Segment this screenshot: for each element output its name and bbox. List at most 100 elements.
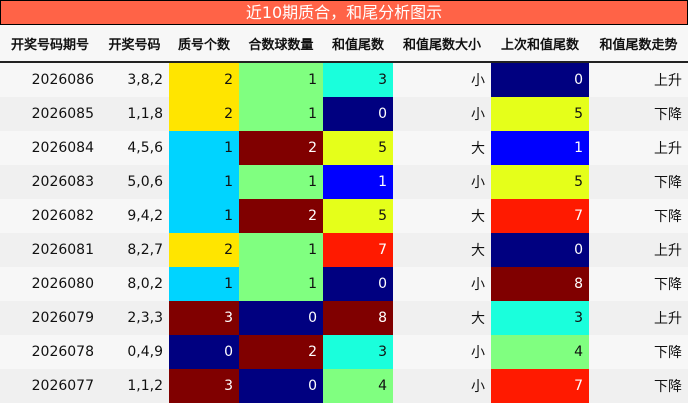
table-row: 2026085 1,1,8 2 1 0 小 5 下降 <box>0 97 688 131</box>
period-cell: 2026077 <box>0 369 100 403</box>
sum-tail-cell: 1 <box>323 165 393 199</box>
trend-cell: 上升 <box>589 131 688 165</box>
sum-tail-cell: 8 <box>323 301 393 335</box>
tail-size-cell: 小 <box>393 165 491 199</box>
prev-tail-cell: 0 <box>491 233 589 267</box>
period-cell: 2026083 <box>0 165 100 199</box>
sum-tail-cell: 5 <box>323 199 393 233</box>
tail-size-cell: 小 <box>393 335 491 369</box>
tail-size-cell: 大 <box>393 301 491 335</box>
composite-count-cell: 0 <box>239 369 323 403</box>
composite-count-cell: 2 <box>239 131 323 165</box>
tail-size-cell: 大 <box>393 131 491 165</box>
sum-tail-cell: 5 <box>323 131 393 165</box>
prev-tail-cell: 1 <box>491 131 589 165</box>
composite-count-cell: 1 <box>239 62 323 97</box>
period-cell: 2026085 <box>0 97 100 131</box>
tail-size-cell: 小 <box>393 97 491 131</box>
tail-size-cell: 小 <box>393 267 491 301</box>
header-numbers: 开奖号码 <box>100 25 169 63</box>
composite-count-cell: 2 <box>239 335 323 369</box>
composite-count-cell: 2 <box>239 199 323 233</box>
header-prime: 质号个数 <box>169 25 239 63</box>
composite-count-cell: 1 <box>239 233 323 267</box>
prime-count-cell: 1 <box>169 199 239 233</box>
numbers-cell: 1,1,8 <box>100 97 169 131</box>
numbers-cell: 8,0,2 <box>100 267 169 301</box>
chart-title: 近10期质合，和尾分析图示 <box>0 0 688 25</box>
header-trend: 和值尾数走势 <box>589 25 688 63</box>
trend-cell: 下降 <box>589 199 688 233</box>
prime-count-cell: 1 <box>169 165 239 199</box>
prime-count-cell: 1 <box>169 267 239 301</box>
table-row: 2026084 4,5,6 1 2 5 大 1 上升 <box>0 131 688 165</box>
table-row: 2026082 9,4,2 1 2 5 大 7 下降 <box>0 199 688 233</box>
sum-tail-cell: 7 <box>323 233 393 267</box>
header-composite: 合数球数量 <box>239 25 323 63</box>
sum-tail-cell: 4 <box>323 369 393 403</box>
table-row: 2026077 1,1,2 3 0 4 小 7 下降 <box>0 369 688 403</box>
prev-tail-cell: 4 <box>491 335 589 369</box>
table-row: 2026081 8,2,7 2 1 7 大 0 上升 <box>0 233 688 267</box>
composite-count-cell: 0 <box>239 301 323 335</box>
period-cell: 2026078 <box>0 335 100 369</box>
numbers-cell: 0,4,9 <box>100 335 169 369</box>
period-cell: 2026079 <box>0 301 100 335</box>
prime-count-cell: 3 <box>169 301 239 335</box>
header-tail: 和值尾数 <box>323 25 393 63</box>
period-cell: 2026080 <box>0 267 100 301</box>
composite-count-cell: 1 <box>239 97 323 131</box>
analysis-table: 开奖号码期号 开奖号码 质号个数 合数球数量 和值尾数 和值尾数大小 上次和值尾… <box>0 25 688 403</box>
numbers-cell: 2,3,3 <box>100 301 169 335</box>
table-row: 2026078 0,4,9 0 2 3 小 4 下降 <box>0 335 688 369</box>
period-cell: 2026084 <box>0 131 100 165</box>
prev-tail-cell: 8 <box>491 267 589 301</box>
period-cell: 2026086 <box>0 62 100 97</box>
trend-cell: 上升 <box>589 62 688 97</box>
numbers-cell: 9,4,2 <box>100 199 169 233</box>
trend-cell: 下降 <box>589 97 688 131</box>
composite-count-cell: 1 <box>239 165 323 199</box>
trend-cell: 下降 <box>589 335 688 369</box>
prev-tail-cell: 7 <box>491 199 589 233</box>
composite-count-cell: 1 <box>239 267 323 301</box>
numbers-cell: 5,0,6 <box>100 165 169 199</box>
table-row: 2026079 2,3,3 3 0 8 大 3 上升 <box>0 301 688 335</box>
prev-tail-cell: 0 <box>491 62 589 97</box>
table-row: 2026086 3,8,2 2 1 3 小 0 上升 <box>0 62 688 97</box>
sum-tail-cell: 0 <box>323 267 393 301</box>
sum-tail-cell: 3 <box>323 335 393 369</box>
header-prev: 上次和值尾数 <box>491 25 589 63</box>
sum-tail-cell: 0 <box>323 97 393 131</box>
header-size: 和值尾数大小 <box>393 25 491 63</box>
tail-size-cell: 大 <box>393 233 491 267</box>
tail-size-cell: 小 <box>393 62 491 97</box>
numbers-cell: 4,5,6 <box>100 131 169 165</box>
period-cell: 2026082 <box>0 199 100 233</box>
prev-tail-cell: 5 <box>491 97 589 131</box>
numbers-cell: 3,8,2 <box>100 62 169 97</box>
table-row: 2026080 8,0,2 1 1 0 小 8 下降 <box>0 267 688 301</box>
tail-size-cell: 小 <box>393 369 491 403</box>
prime-count-cell: 1 <box>169 131 239 165</box>
period-cell: 2026081 <box>0 233 100 267</box>
tail-size-cell: 大 <box>393 199 491 233</box>
numbers-cell: 8,2,7 <box>100 233 169 267</box>
prime-count-cell: 3 <box>169 369 239 403</box>
header-row: 开奖号码期号 开奖号码 质号个数 合数球数量 和值尾数 和值尾数大小 上次和值尾… <box>0 25 688 63</box>
sum-tail-cell: 3 <box>323 62 393 97</box>
prev-tail-cell: 3 <box>491 301 589 335</box>
prev-tail-cell: 5 <box>491 165 589 199</box>
prime-count-cell: 2 <box>169 97 239 131</box>
prime-count-cell: 0 <box>169 335 239 369</box>
prime-count-cell: 2 <box>169 62 239 97</box>
header-period: 开奖号码期号 <box>0 25 100 63</box>
trend-cell: 上升 <box>589 301 688 335</box>
numbers-cell: 1,1,2 <box>100 369 169 403</box>
prev-tail-cell: 7 <box>491 369 589 403</box>
trend-cell: 下降 <box>589 165 688 199</box>
trend-cell: 上升 <box>589 233 688 267</box>
table-row: 2026083 5,0,6 1 1 1 小 5 下降 <box>0 165 688 199</box>
prime-count-cell: 2 <box>169 233 239 267</box>
trend-cell: 下降 <box>589 267 688 301</box>
